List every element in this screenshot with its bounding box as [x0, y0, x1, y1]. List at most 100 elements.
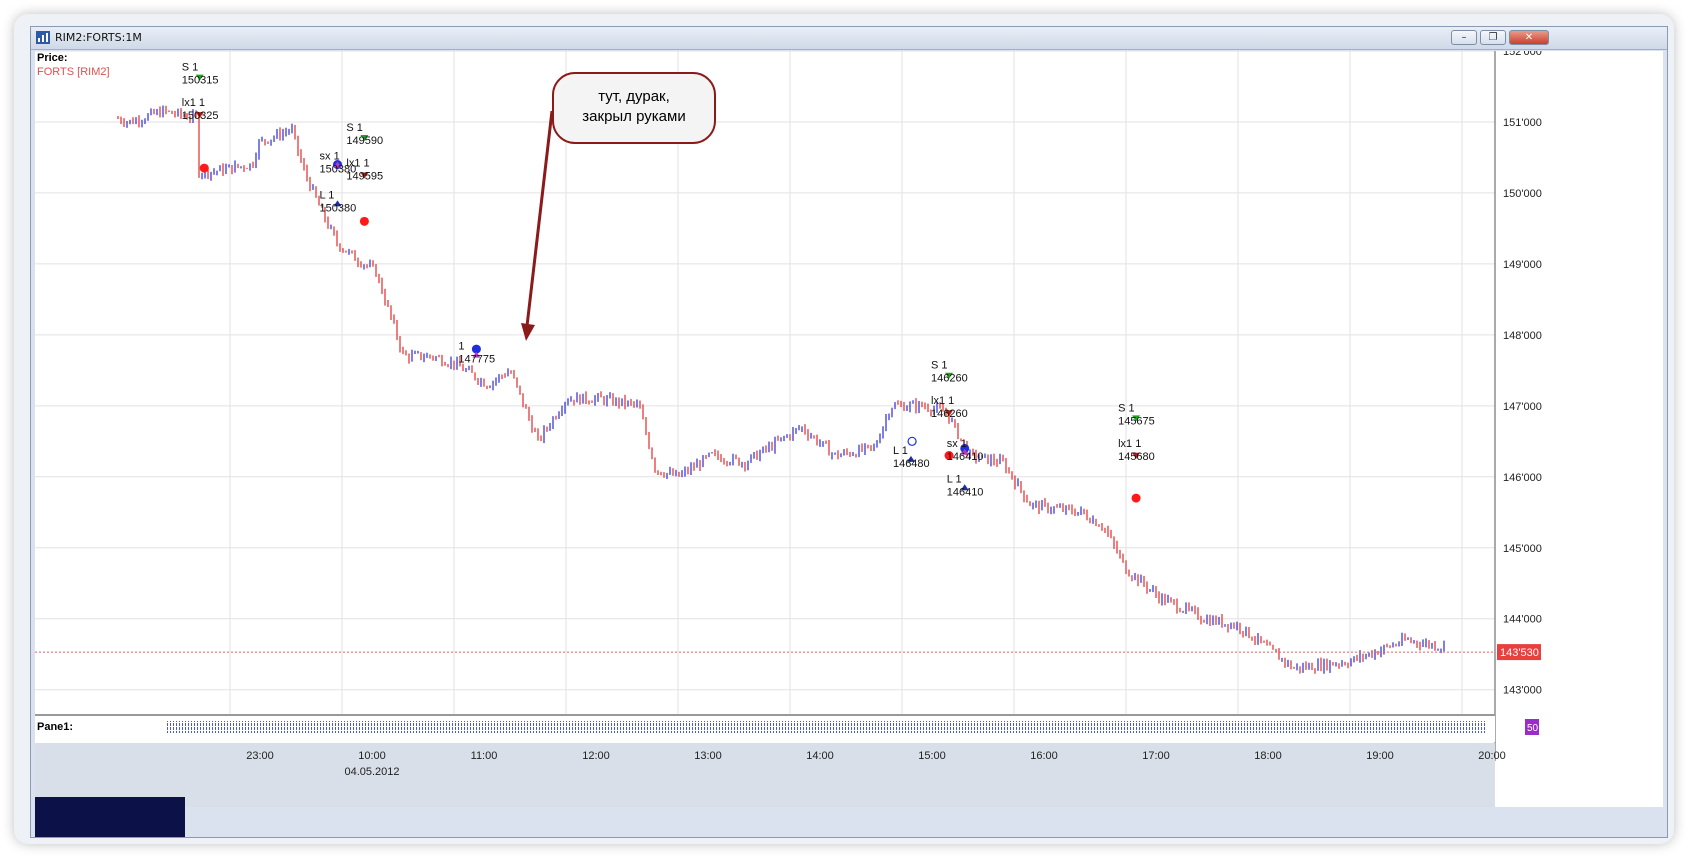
x-tick-label: 16:00	[1030, 750, 1058, 762]
entry-sell-arrow	[360, 135, 369, 141]
exit-long-label: lx1 1	[346, 157, 369, 169]
close-icon: ✕	[1524, 32, 1534, 43]
x-tick-label: 19:00	[1366, 750, 1394, 762]
exit-long-label: lx1 1	[931, 395, 954, 407]
time-axis: 23:00 10:00 11:00 12:00 13:00 14:00 15:00 16:00…	[35, 743, 1506, 807]
y-tick-label: 150'000	[1503, 188, 1542, 200]
exit-short-label: sx 1	[320, 150, 340, 162]
pending-marker	[907, 436, 917, 446]
callout-arrow	[525, 110, 554, 327]
time-axis-bg	[35, 743, 1495, 807]
exit-short-arrow	[333, 161, 342, 168]
pane1-label: Pane1:	[37, 721, 73, 733]
entry-long-label: 146480	[893, 458, 930, 470]
exit-long-arrow	[945, 410, 954, 417]
y-tick-label: 143'000	[1503, 685, 1542, 697]
x-tick-label: 23:00	[246, 750, 274, 762]
y-tick-label: 152'000	[1503, 51, 1542, 58]
exit-long-arrow	[360, 172, 369, 179]
y-tick-label: 145'000	[1503, 543, 1542, 555]
entry-long-arrow	[906, 455, 915, 462]
exit-short-label: 150380	[320, 163, 357, 175]
exit-short-label: 147775	[458, 354, 495, 366]
y-axis: 152'000 151'000 150'000 149'000 148'000 147'0…	[1494, 46, 1542, 761]
title-bar[interactable]: RIM2:FORTS:1M – ❐ ✕	[31, 27, 1667, 50]
x-tick-label: 17:00	[1142, 750, 1170, 762]
restore-button[interactable]: ❐	[1480, 30, 1506, 45]
y-tick-label: 148'000	[1503, 330, 1542, 342]
exit-long-label: 145680	[1118, 451, 1155, 463]
sell-marker	[199, 163, 209, 173]
callout-box	[552, 72, 716, 144]
entry-long-label: 146410	[947, 486, 984, 498]
pane1-value-text: 50	[1527, 723, 1539, 734]
x-tick-label: 18:00	[1254, 750, 1282, 762]
exit-short-label: 146410	[947, 451, 984, 463]
entry-long-arrow	[960, 484, 969, 491]
exit-long-arrow	[195, 112, 204, 119]
date-label: 04.05.2012	[344, 766, 399, 778]
entry-sell-arrow	[195, 74, 204, 81]
grid-lines	[35, 50, 1495, 714]
y-tick-label: 151'000	[1503, 117, 1542, 129]
x-tick-label: 15:00	[918, 750, 946, 762]
exit-short-arrow	[472, 351, 481, 358]
close-button[interactable]: ✕	[1509, 30, 1549, 45]
annotation-callout: тут, дурак, закрыл руками	[521, 72, 716, 341]
x-tick-label: 12:00	[582, 750, 610, 762]
entry-sell-label: 150315	[182, 75, 219, 87]
window-title: RIM2:FORTS:1M	[55, 31, 142, 44]
price-label: Price:	[37, 52, 68, 64]
entry-sell-label: 149590	[346, 135, 383, 147]
y-tick-label: 149'000	[1503, 259, 1542, 271]
minimize-button[interactable]: –	[1451, 30, 1477, 45]
y-tick-label: 146'000	[1503, 472, 1542, 484]
exit-long-label: lx1 1	[182, 97, 205, 109]
entry-long-label: L 1	[320, 189, 335, 201]
exit-long-label: lx1 1	[1118, 438, 1141, 450]
sell-marker	[944, 451, 954, 461]
x-tick-label: 10:00	[358, 750, 386, 762]
exit-short-arrow	[960, 448, 969, 455]
exit-long-label: 146260	[931, 408, 968, 420]
pane1-value-badge	[1525, 719, 1539, 735]
entry-sell-label: S 1	[182, 62, 199, 74]
last-price-badge	[1497, 644, 1541, 661]
entry-long-label: L 1	[893, 445, 908, 457]
entry-sell-arrow	[945, 372, 954, 379]
entry-sell-label: S 1	[1118, 402, 1135, 414]
sell-marker	[359, 216, 369, 226]
exit-long-label: 149595	[346, 170, 383, 182]
chart-app-icon	[36, 31, 50, 44]
series-legend: FORTS [RIM2]	[37, 66, 110, 78]
last-price-label: 143'530	[1500, 647, 1539, 659]
chart-window: RIM2:FORTS:1M – ❐ ✕ S 1 150315 lx1 1 150325…	[30, 26, 1668, 838]
exit-long-label: 150325	[182, 110, 219, 122]
y-tick-label: 147'000	[1503, 401, 1542, 413]
pane1-volume-strip	[167, 721, 1487, 733]
exit-long-arrow	[1132, 452, 1141, 459]
entry-sell-label: 145675	[1118, 415, 1155, 427]
entry-sell-label: S 1	[931, 360, 948, 372]
x-tick-label: 13:00	[694, 750, 722, 762]
callout-text-line1: тут, дурак,	[598, 88, 670, 105]
x-tick-label: 14:00	[806, 750, 834, 762]
entry-long-arrow	[333, 200, 342, 207]
buy-marker	[471, 344, 481, 354]
chart-area[interactable]: S 1 150315 lx1 1 150325 sx 1 150380 L 1 150380 S…	[35, 46, 1663, 807]
redacted-block	[35, 797, 185, 837]
price-bars	[117, 105, 1445, 674]
entry-sell-label: S 1	[346, 122, 363, 134]
exit-short-label: sx 1	[947, 438, 967, 450]
entry-sell-arrow	[1132, 415, 1141, 422]
callout-text-line2: закрыл руками	[582, 108, 685, 125]
exit-short-label: 1	[458, 341, 464, 353]
buy-marker	[960, 443, 970, 453]
x-tick-label: 20:00	[1478, 750, 1506, 762]
entry-sell-label: 146260	[931, 373, 968, 385]
entry-long-label: 150380	[320, 202, 357, 214]
minimize-icon: –	[1461, 32, 1467, 43]
restore-icon: ❐	[1488, 32, 1498, 43]
